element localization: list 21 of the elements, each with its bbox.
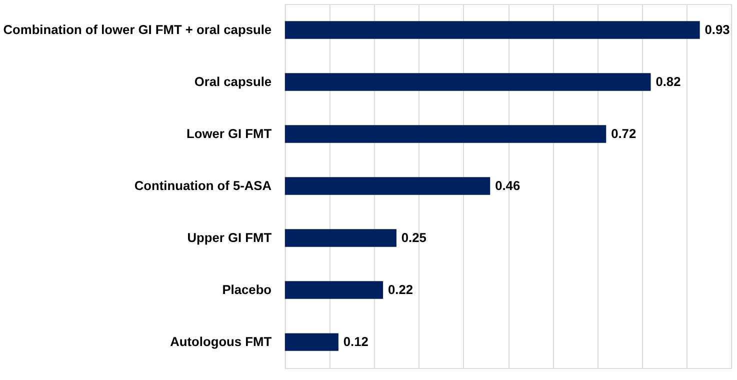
data-label: 0.93 xyxy=(704,22,730,37)
bar xyxy=(284,125,606,143)
bar xyxy=(284,21,700,39)
data-label: 0.12 xyxy=(343,334,368,349)
y-tick-label: Combination of lower GI FMT + oral capsule xyxy=(3,22,272,37)
y-tick-label: Continuation of 5-ASA xyxy=(134,178,272,193)
bar xyxy=(284,333,338,351)
data-label: 0.22 xyxy=(388,282,414,297)
data-label: 0.82 xyxy=(656,74,681,89)
y-tick-label: Placebo xyxy=(222,282,272,297)
bar xyxy=(284,229,396,247)
y-tick-label: Oral capsule xyxy=(194,74,272,89)
y-tick-label: Upper GI FMT xyxy=(187,230,272,245)
y-tick-label: Autologous FMT xyxy=(170,334,272,349)
bar xyxy=(284,73,651,91)
bar xyxy=(284,281,384,299)
data-label: 0.72 xyxy=(611,126,636,141)
data-label: 0.46 xyxy=(495,178,520,193)
data-label: 0.25 xyxy=(401,230,426,245)
bar xyxy=(284,177,490,195)
y-tick-label: Lower GI FMT xyxy=(186,126,272,141)
